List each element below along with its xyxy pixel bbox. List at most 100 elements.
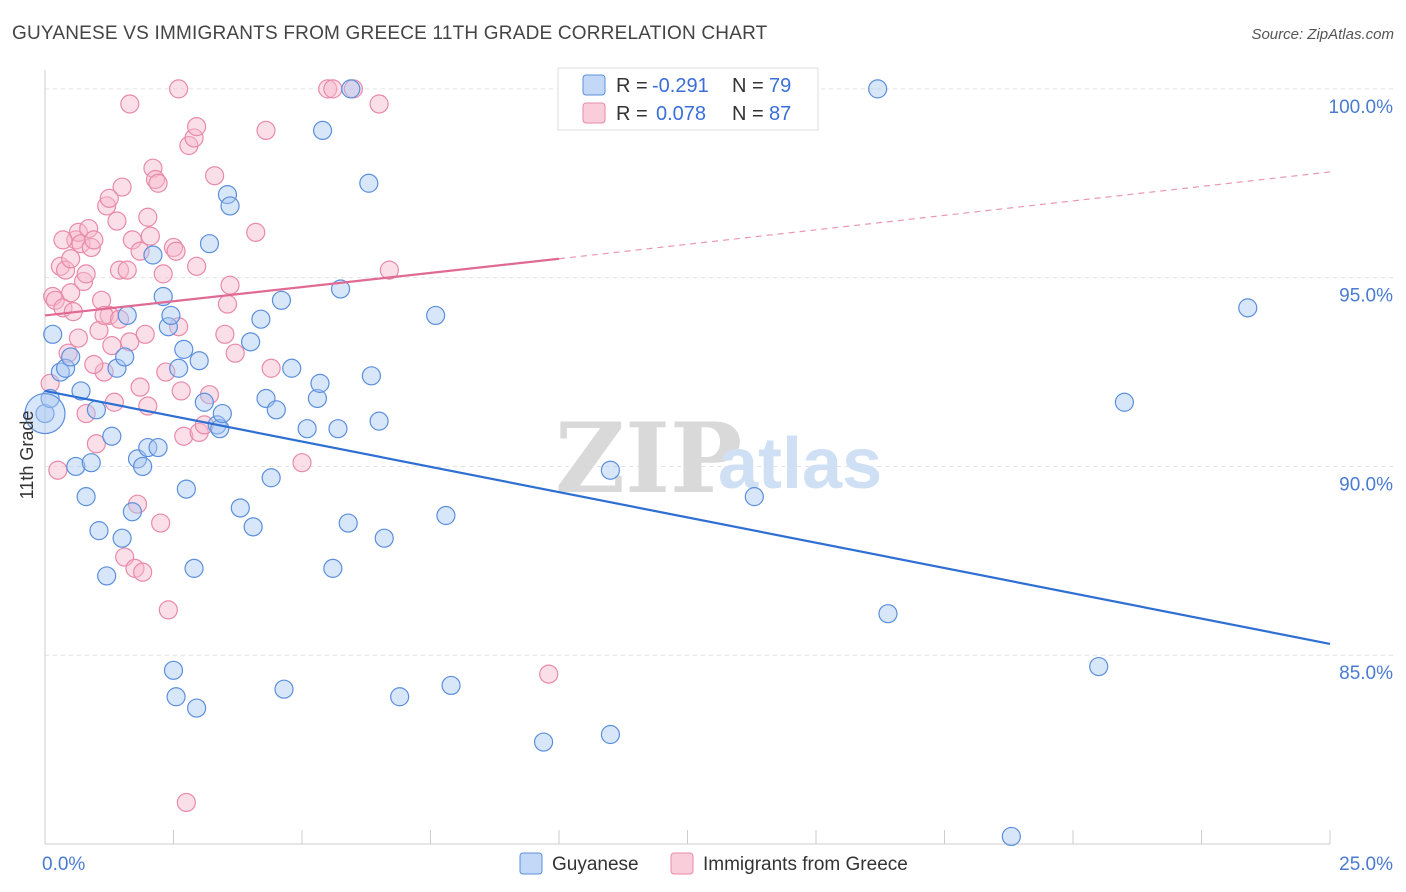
blue-point-44 [243, 517, 263, 537]
pink-point-26 [107, 211, 127, 231]
pink-point-47 [166, 241, 186, 261]
blue-point-78 [1238, 298, 1258, 318]
blue-point-35 [194, 392, 214, 412]
pink-point-67 [369, 94, 389, 114]
blue-point-21 [138, 437, 158, 458]
watermark-atlas: atlas [718, 424, 882, 504]
pink-point-62 [261, 358, 281, 378]
blue-point-69 [533, 732, 554, 752]
blue-point-33 [187, 698, 207, 718]
blue-point-52 [297, 419, 317, 439]
watermark-zip: ZIP [555, 402, 742, 515]
pink-trend-line-extension [558, 171, 1331, 260]
blue-point-9 [81, 453, 101, 473]
blue-point-65 [390, 687, 410, 707]
pink-point-32 [122, 230, 142, 250]
legend-r-label-blue: R = [616, 75, 648, 97]
y-tick-label-2: 90.0% [1339, 474, 1393, 495]
pink-point-70 [120, 94, 140, 114]
blue-point-17 [117, 305, 137, 326]
legend: R = -0.291 N = 79 R = 0.078 N = 87 [557, 67, 819, 131]
legend-swatch-pink [582, 102, 606, 124]
blue-point-12 [97, 566, 117, 586]
blue-point-40 [217, 184, 238, 205]
pink-point-2 [45, 290, 65, 310]
pink-point-64 [318, 79, 338, 99]
blue-point-63 [369, 411, 389, 431]
pink-point-8 [61, 283, 81, 303]
blue-point-41 [220, 196, 240, 216]
blue-point-34 [189, 351, 209, 371]
trend-lines [44, 171, 1331, 645]
blue-point-0 [35, 403, 55, 424]
pink-point-73 [61, 249, 81, 269]
pink-point-60 [217, 294, 238, 314]
blue-point-23 [148, 437, 168, 458]
grid [45, 88, 1395, 656]
blue-point-58 [330, 279, 351, 299]
x-tick-label-1: 25.0% [1339, 854, 1393, 875]
blue-point-4 [55, 358, 76, 378]
pink-point-85 [68, 328, 89, 348]
pink-point-36 [133, 562, 153, 582]
blue-point-48 [266, 400, 286, 420]
blue-point-32 [184, 558, 204, 578]
blue-point-62 [361, 366, 381, 386]
pink-point-38 [138, 207, 158, 227]
y-tick-label-1: 95.0% [1339, 286, 1393, 307]
pink-point-81 [53, 230, 73, 250]
blue-point-3 [50, 362, 71, 382]
blue-point-26 [161, 305, 181, 326]
blue-point-60 [341, 79, 361, 99]
axes [44, 70, 1331, 845]
blue-point-27 [163, 660, 184, 680]
pink-point-43 [151, 513, 171, 533]
blue-point-14 [107, 358, 127, 378]
pink-point-37 [135, 324, 155, 344]
pink-point-83 [187, 256, 207, 276]
blue-point-77 [1114, 392, 1135, 412]
pink-point-31 [120, 332, 140, 352]
blue-point-43 [241, 332, 261, 352]
pink-point-65 [323, 79, 343, 99]
pink-point-4 [50, 256, 71, 276]
blue-point-45 [251, 309, 271, 329]
blue-point-6 [66, 456, 86, 477]
pink-point-75 [76, 264, 96, 284]
blue-point-50 [274, 679, 294, 699]
legend-swatch-blue [582, 74, 606, 96]
blue-point-75 [1001, 826, 1021, 847]
blue-point-76 [1089, 656, 1109, 677]
blue-point-59 [338, 513, 358, 533]
pink-point-61 [256, 120, 276, 141]
pink-point-42 [148, 173, 168, 193]
blue-point-55 [312, 120, 333, 141]
bottom-legend-swatch-pink [670, 852, 694, 875]
blue-point-29 [169, 358, 189, 378]
chart-source: Source: ZipAtlas.com [1251, 26, 1394, 43]
blue-point-36 [199, 234, 220, 254]
blue-point-5 [61, 347, 81, 367]
y-tick-label-0: 100.0% [1329, 97, 1394, 118]
bottom-legend: Guyanese Immigrants from Greece [519, 852, 908, 875]
pink-point-80 [225, 343, 245, 363]
pink-point-63 [292, 453, 312, 473]
blue-point-30 [174, 339, 194, 359]
pink-point-78 [84, 354, 104, 375]
pink-trend-line [44, 257, 560, 317]
pink-point-39 [140, 226, 160, 246]
legend-n-value-blue: 79 [769, 75, 791, 97]
pink-point-45 [158, 600, 178, 620]
blue-point-8 [76, 487, 96, 507]
blue-point-68 [441, 675, 461, 696]
pink-point-49 [171, 381, 191, 401]
legend-r-label-pink: R = [616, 103, 648, 125]
blue-point-13 [102, 426, 122, 446]
blue-point-22 [143, 245, 163, 265]
blue-points [24, 79, 1258, 847]
pink-point-11 [68, 222, 89, 242]
blue-point-31 [176, 479, 196, 499]
blue-point-39 [212, 403, 232, 424]
pink-points [40, 79, 559, 813]
blue-point-74 [878, 604, 898, 624]
